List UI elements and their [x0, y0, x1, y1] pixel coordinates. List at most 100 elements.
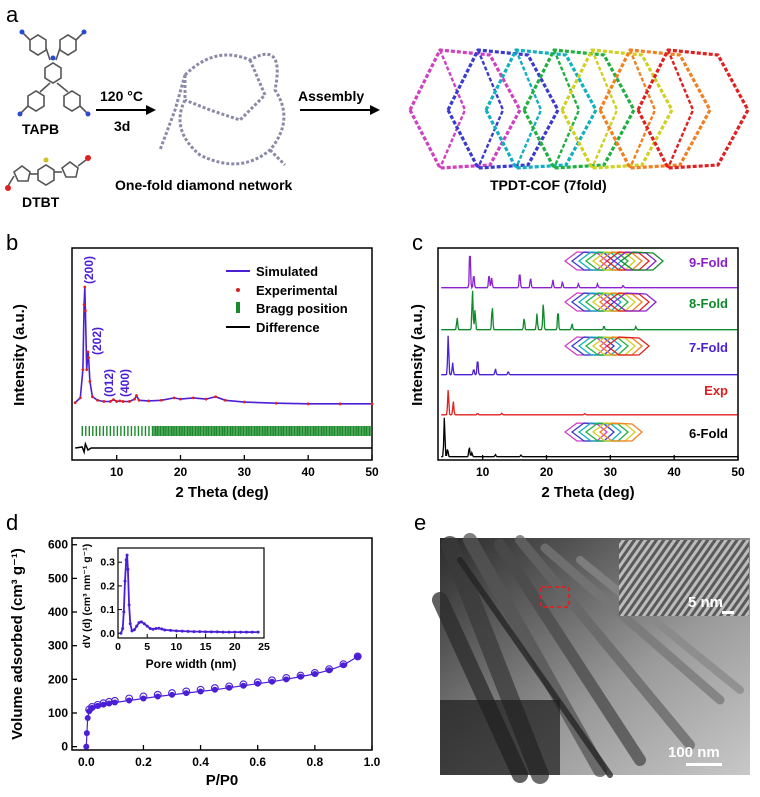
b-point-experimental [135, 394, 138, 397]
legend-bragg-swatch [236, 302, 240, 313]
b-bragg-mark [304, 426, 307, 436]
d-point-desorption [153, 690, 162, 699]
b-bragg-mark [364, 426, 366, 436]
panel-label-d: d [6, 510, 18, 535]
reaction-arrowhead-icon [146, 105, 156, 115]
c-series-label: Exp [704, 383, 728, 398]
b-bragg-mark [218, 426, 221, 436]
inset-point-psd [154, 627, 158, 631]
b-bragg-mark [359, 426, 361, 436]
c-structure-loop [598, 336, 644, 356]
b-bragg-mark [320, 426, 323, 436]
peak-label-200: (200) [82, 256, 96, 284]
b-bragg-mark [253, 426, 256, 436]
c-structure-loop [598, 292, 644, 312]
d-point-desorption [125, 694, 134, 703]
b-bragg-mark [269, 426, 272, 436]
panel-label-c: c [412, 230, 423, 255]
b-bragg-mark [317, 426, 320, 436]
b-bragg-mark [370, 426, 372, 436]
b-bragg-mark [130, 426, 133, 436]
inset-point-psd [186, 629, 190, 633]
c-series-7-fold [441, 335, 738, 376]
b-bragg-mark [81, 426, 83, 436]
b-series-difference [75, 441, 372, 455]
b-bragg-mark [301, 426, 304, 436]
inset-point-psd [204, 630, 208, 634]
fold-strut-1 [438, 49, 467, 169]
b-xtick-label: 40 [301, 465, 315, 479]
b-point-experimental [112, 398, 115, 402]
b-bragg-mark [271, 426, 273, 436]
d-ytick-label: 400 [48, 605, 68, 619]
tapb-label: TAPB [22, 121, 59, 137]
inset-xtick-label: 5 [144, 641, 150, 653]
b-bragg-mark [289, 426, 291, 436]
condition-temperature: 120 °C [100, 88, 143, 104]
b-bragg-mark [144, 426, 147, 436]
b-bragg-mark [88, 426, 90, 436]
fold-strut-5 [590, 49, 619, 169]
panel-c: 10 20 30 40 50 9-Fold 8-Fold 7-Fold Exp 6-Fold 2 … [409, 247, 745, 501]
d-point-desorption [253, 678, 262, 687]
c-structure-loop [619, 251, 665, 271]
b-bragg-mark [164, 426, 166, 436]
condition-time: 3d [114, 118, 130, 134]
b-bragg-mark [191, 426, 194, 436]
b-bragg-mark [214, 426, 216, 436]
b-bragg-mark [281, 426, 283, 436]
inset-point-psd [221, 630, 225, 634]
b-bragg-mark [141, 426, 143, 436]
b-point-experimental [159, 398, 163, 402]
b-point-experimental [338, 402, 342, 406]
b-bragg-mark [349, 426, 352, 436]
b-bragg-mark [199, 426, 202, 436]
b-bragg-mark [153, 426, 155, 436]
b-xtick-label: 50 [365, 465, 379, 479]
c-structure-loop [584, 336, 630, 356]
b-point-experimental [83, 285, 87, 289]
plot-d-inset-xlabel: Pore width (nm) [146, 657, 237, 671]
b-bragg-mark [346, 426, 348, 436]
b-point-experimental [370, 402, 374, 406]
d-xtick-label: 0.4 [192, 755, 209, 769]
inset-point-psd [125, 553, 129, 557]
b-bragg-mark [245, 426, 248, 436]
b-bragg-mark [295, 426, 297, 436]
b-bragg-mark [175, 426, 178, 436]
b-bragg-mark [159, 426, 162, 436]
d-point-desorption [139, 692, 148, 701]
b-bragg-mark [137, 426, 140, 436]
d-point-desorption [296, 671, 305, 680]
b-bragg-mark [351, 426, 353, 436]
b-point-experimental [96, 398, 99, 402]
plot-d-xlabel: P/P0 [206, 772, 239, 789]
tem-fiber [576, 556, 744, 694]
d-point-adsorption [94, 702, 101, 709]
d-point-adsorption [311, 670, 318, 677]
b-bragg-mark [332, 426, 334, 436]
b-bragg-mark [324, 426, 326, 436]
inset-point-psd [130, 629, 134, 633]
b-bragg-mark [207, 426, 210, 436]
b-bragg-mark [209, 426, 211, 436]
d-point-adsorption [83, 743, 90, 750]
c-structure-loop [563, 422, 609, 442]
b-bragg-mark [284, 426, 286, 436]
tem-fiber [540, 543, 725, 705]
inset-point-psd [126, 567, 130, 571]
d-point-desorption [339, 660, 348, 669]
b-point-experimental [121, 400, 125, 403]
plot-b-ylabel: Intensity (a.u.) [11, 304, 28, 406]
b-bragg-mark [170, 426, 173, 436]
c-series-label: 6-Fold [689, 426, 728, 441]
b-bragg-mark [250, 426, 253, 436]
b-bragg-mark [193, 426, 195, 436]
peak-label-400: (400) [118, 369, 132, 397]
b-bragg-mark [180, 426, 182, 436]
d-point-desorption [168, 689, 176, 698]
b-bragg-mark [185, 426, 187, 436]
b-bragg-mark [327, 426, 329, 436]
b-bragg-mark [338, 426, 340, 436]
